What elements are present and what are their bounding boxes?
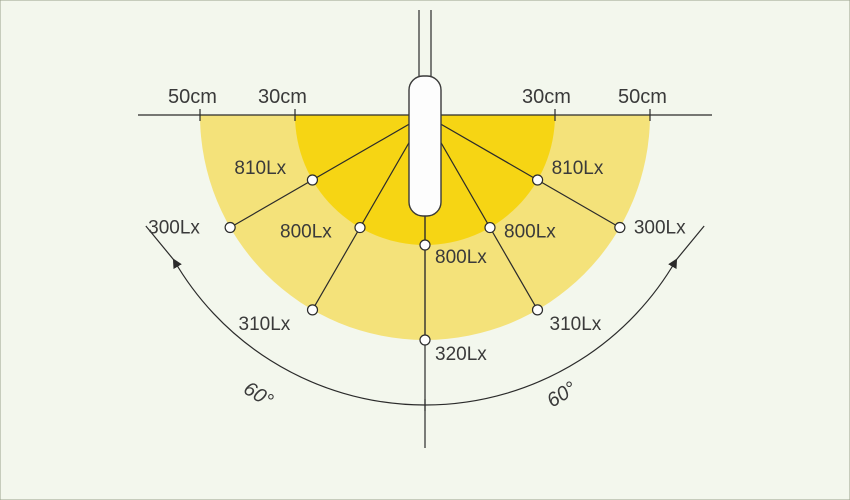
lux-label-inner: 810Lx (234, 158, 286, 179)
light-distribution-diagram: 50cm30cm30cm50cm60°60°810Lx300Lx800Lx310… (0, 0, 850, 500)
lux-point-outer (225, 223, 235, 233)
lux-point-outer (533, 305, 543, 315)
lux-point-inner (485, 223, 495, 233)
lux-label-inner: 810Lx (552, 158, 604, 179)
lux-point-inner (420, 240, 430, 250)
lux-point-inner (355, 223, 365, 233)
lux-label-outer: 310Lx (239, 314, 291, 335)
distance-label: 50cm (618, 86, 667, 108)
lux-label-outer: 320Lx (435, 344, 487, 365)
lux-point-outer (420, 335, 430, 345)
distance-label: 30cm (522, 86, 571, 108)
lux-label-outer: 300Lx (634, 218, 686, 239)
lux-point-outer (308, 305, 318, 315)
lux-point-inner (533, 175, 543, 185)
lux-label-outer: 310Lx (550, 314, 602, 335)
lux-label-inner: 800Lx (504, 222, 556, 243)
lux-label-inner: 800Lx (435, 247, 487, 268)
lamp-body (409, 76, 441, 216)
distance-label: 30cm (258, 86, 307, 108)
lux-point-outer (615, 223, 625, 233)
lux-point-inner (307, 175, 317, 185)
distance-label: 50cm (168, 86, 217, 108)
lux-label-inner: 800Lx (280, 222, 332, 243)
lux-label-outer: 300Lx (148, 218, 200, 239)
